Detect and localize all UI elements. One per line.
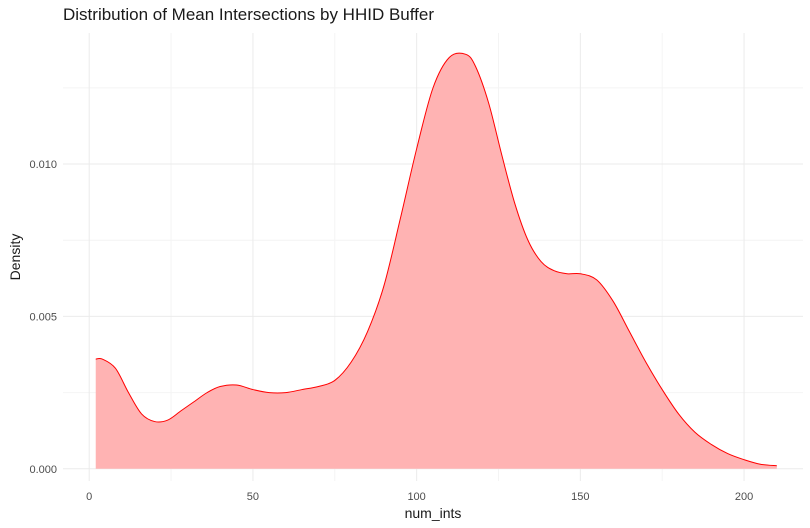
density-area-group xyxy=(95,52,777,469)
chart-title: Distribution of Mean Intersections by HH… xyxy=(63,5,435,24)
y-tick-label: 0.010 xyxy=(29,159,57,171)
x-tick-label: 200 xyxy=(735,491,753,503)
x-tick-label: 50 xyxy=(247,491,259,503)
y-axis-title: Density xyxy=(7,234,23,281)
x-axis-title: num_ints xyxy=(405,505,462,521)
x-tick-label: 0 xyxy=(86,491,92,503)
x-tick-label: 100 xyxy=(407,491,425,503)
y-tick-label: 0.005 xyxy=(29,311,57,323)
x-tick-label: 150 xyxy=(571,491,589,503)
y-tick-label: 0.000 xyxy=(29,464,57,476)
tick-labels: 0 50 100 150 200 0.000 0.005 0.010 xyxy=(29,159,753,503)
density-curve-line xyxy=(95,52,777,467)
density-area-fill xyxy=(95,53,777,469)
